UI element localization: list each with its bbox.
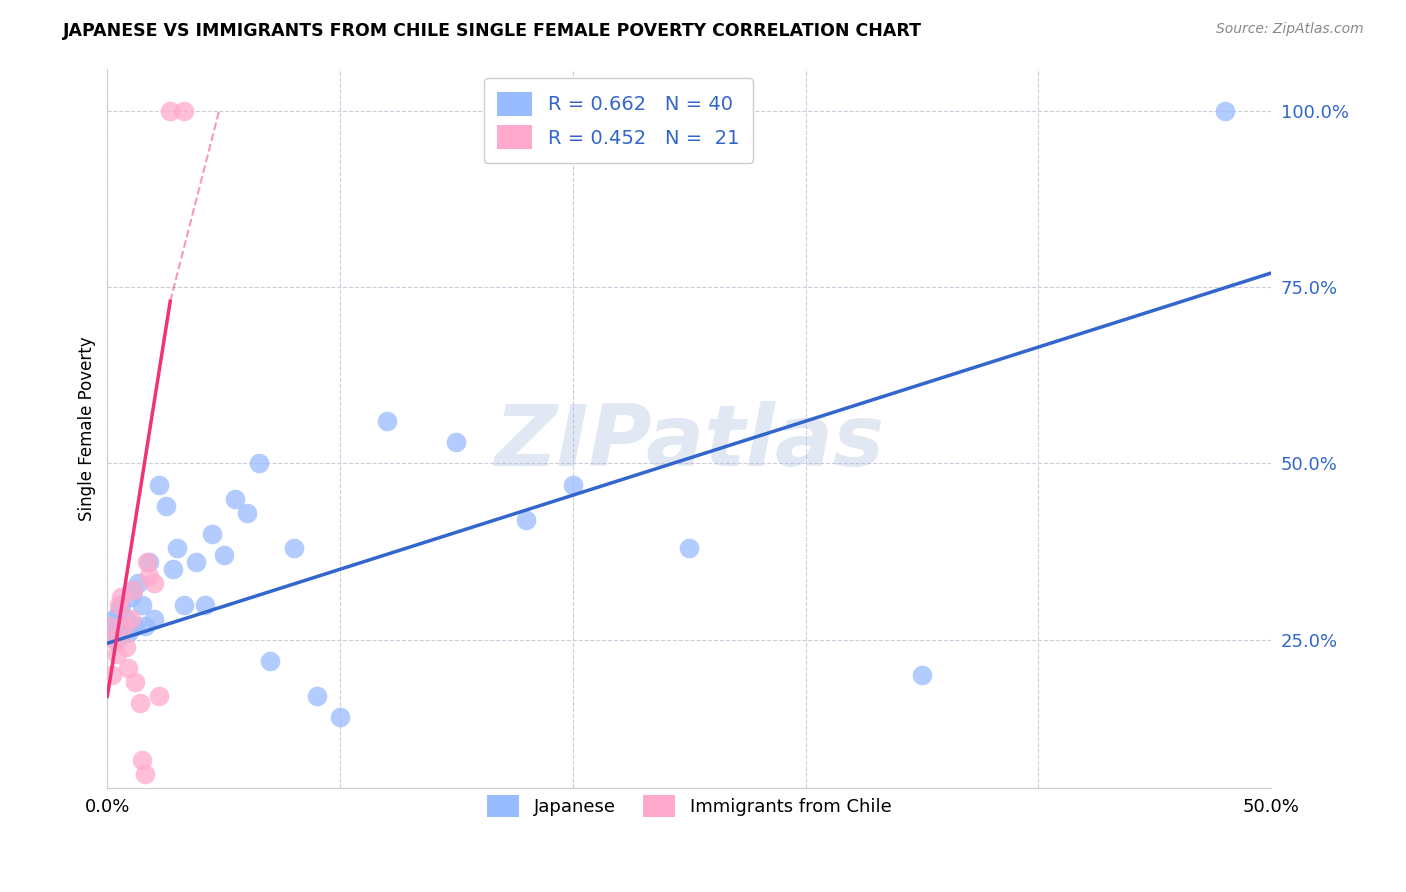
Point — [101, 668, 124, 682]
Point — [259, 654, 281, 668]
Point — [124, 675, 146, 690]
Text: JAPANESE VS IMMIGRANTS FROM CHILE SINGLE FEMALE POVERTY CORRELATION CHART: JAPANESE VS IMMIGRANTS FROM CHILE SINGLE… — [63, 22, 922, 40]
Point — [108, 598, 131, 612]
Text: ZIPatlas: ZIPatlas — [494, 401, 884, 484]
Point — [112, 618, 135, 632]
Point — [911, 668, 934, 682]
Point — [201, 527, 224, 541]
Point — [110, 598, 132, 612]
Point — [1213, 103, 1236, 118]
Point — [110, 591, 132, 605]
Point — [131, 598, 153, 612]
Point — [283, 541, 305, 555]
Point — [138, 569, 160, 583]
Point — [148, 477, 170, 491]
Point — [148, 689, 170, 703]
Point — [194, 598, 217, 612]
Point — [159, 103, 181, 118]
Legend: Japanese, Immigrants from Chile: Japanese, Immigrants from Chile — [478, 786, 901, 826]
Point — [129, 696, 152, 710]
Point — [515, 513, 537, 527]
Point — [561, 477, 583, 491]
Point — [115, 640, 138, 654]
Point — [173, 103, 195, 118]
Point — [212, 548, 235, 562]
Point — [136, 555, 159, 569]
Point — [173, 598, 195, 612]
Point — [142, 576, 165, 591]
Point — [105, 632, 128, 647]
Point — [103, 612, 125, 626]
Point — [678, 541, 700, 555]
Point — [446, 435, 468, 450]
Point — [101, 625, 124, 640]
Point — [142, 612, 165, 626]
Point — [98, 618, 121, 632]
Point — [122, 583, 145, 598]
Point — [236, 506, 259, 520]
Point — [120, 591, 142, 605]
Point — [329, 710, 352, 724]
Point — [122, 583, 145, 598]
Point — [305, 689, 328, 703]
Point — [134, 766, 156, 780]
Point — [105, 647, 128, 661]
Point — [134, 618, 156, 632]
Point — [131, 753, 153, 767]
Point — [224, 491, 246, 506]
Point — [112, 618, 135, 632]
Y-axis label: Single Female Poverty: Single Female Poverty — [79, 336, 96, 521]
Point — [247, 457, 270, 471]
Point — [184, 555, 207, 569]
Point — [124, 618, 146, 632]
Point — [115, 612, 138, 626]
Point — [98, 618, 121, 632]
Point — [117, 625, 139, 640]
Text: Source: ZipAtlas.com: Source: ZipAtlas.com — [1216, 22, 1364, 37]
Point — [138, 555, 160, 569]
Point — [375, 414, 398, 428]
Point — [117, 661, 139, 675]
Point — [162, 562, 184, 576]
Point — [127, 576, 149, 591]
Point — [166, 541, 188, 555]
Point — [120, 612, 142, 626]
Point — [155, 499, 177, 513]
Point — [108, 605, 131, 619]
Point — [103, 632, 125, 647]
